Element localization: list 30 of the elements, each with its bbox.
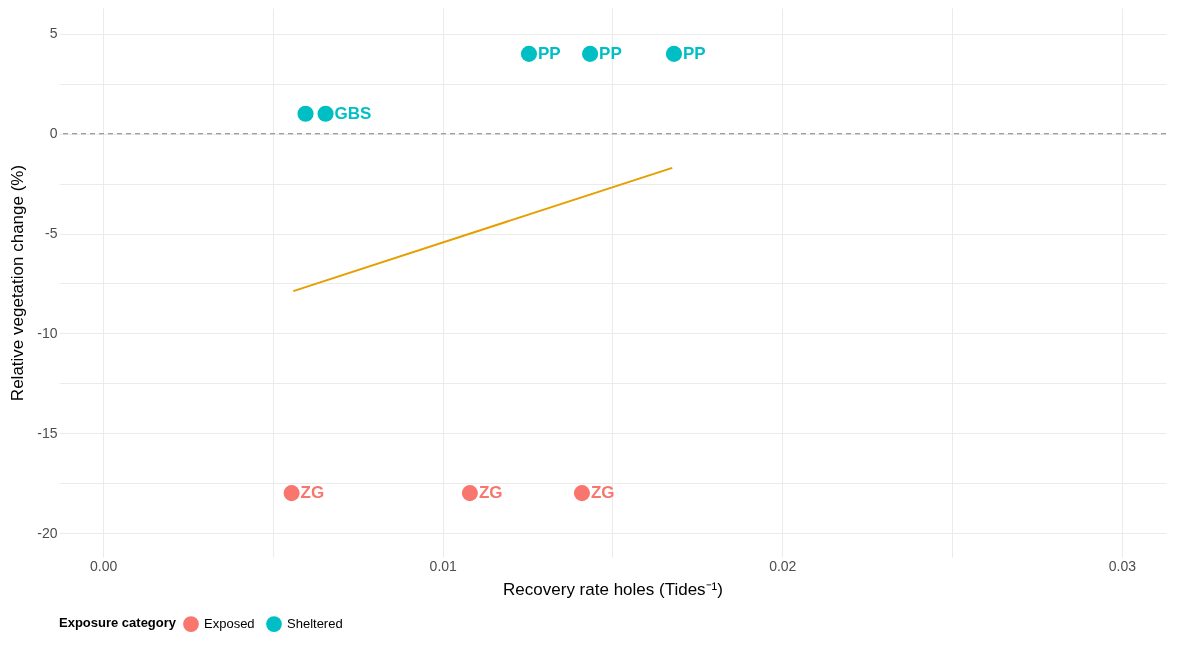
point: [573, 485, 590, 502]
data-label: GBS: [334, 103, 372, 123]
x-tick-label: 0.02: [769, 557, 797, 574]
y-tick-label: -15: [37, 424, 58, 441]
legend-label: Exposed: [204, 616, 255, 632]
y-tick-label: -5: [45, 225, 58, 242]
point: [317, 105, 334, 122]
x-tick-label: 0.00: [90, 557, 118, 574]
data-label: ZG: [300, 483, 325, 503]
data-label: PP: [537, 43, 561, 63]
data-label: ZG: [478, 483, 503, 503]
x-axis-title: Recovery rate holes (Tides⁻¹): [503, 579, 723, 599]
y-tick-label: 0: [49, 125, 58, 142]
x-tick-label: 0.01: [429, 557, 458, 574]
legend-title: Exposure category: [59, 615, 177, 630]
point: [520, 45, 538, 62]
point: [665, 45, 683, 62]
point: [461, 485, 478, 502]
x-tick-label: 0.03: [1108, 557, 1137, 574]
y-axis-title: Relative vegetation change (%): [8, 164, 28, 402]
point: [297, 105, 314, 122]
data-label: PP: [599, 43, 622, 63]
point: [582, 45, 599, 62]
y-tick-label: 5: [49, 25, 58, 42]
y-tick-label: -10: [37, 324, 58, 341]
data-label: PP: [682, 43, 706, 63]
point: [283, 485, 300, 502]
data-label: ZG: [590, 483, 615, 503]
legend-label: Sheltered: [287, 616, 343, 632]
y-tick-label: -20: [37, 524, 58, 541]
